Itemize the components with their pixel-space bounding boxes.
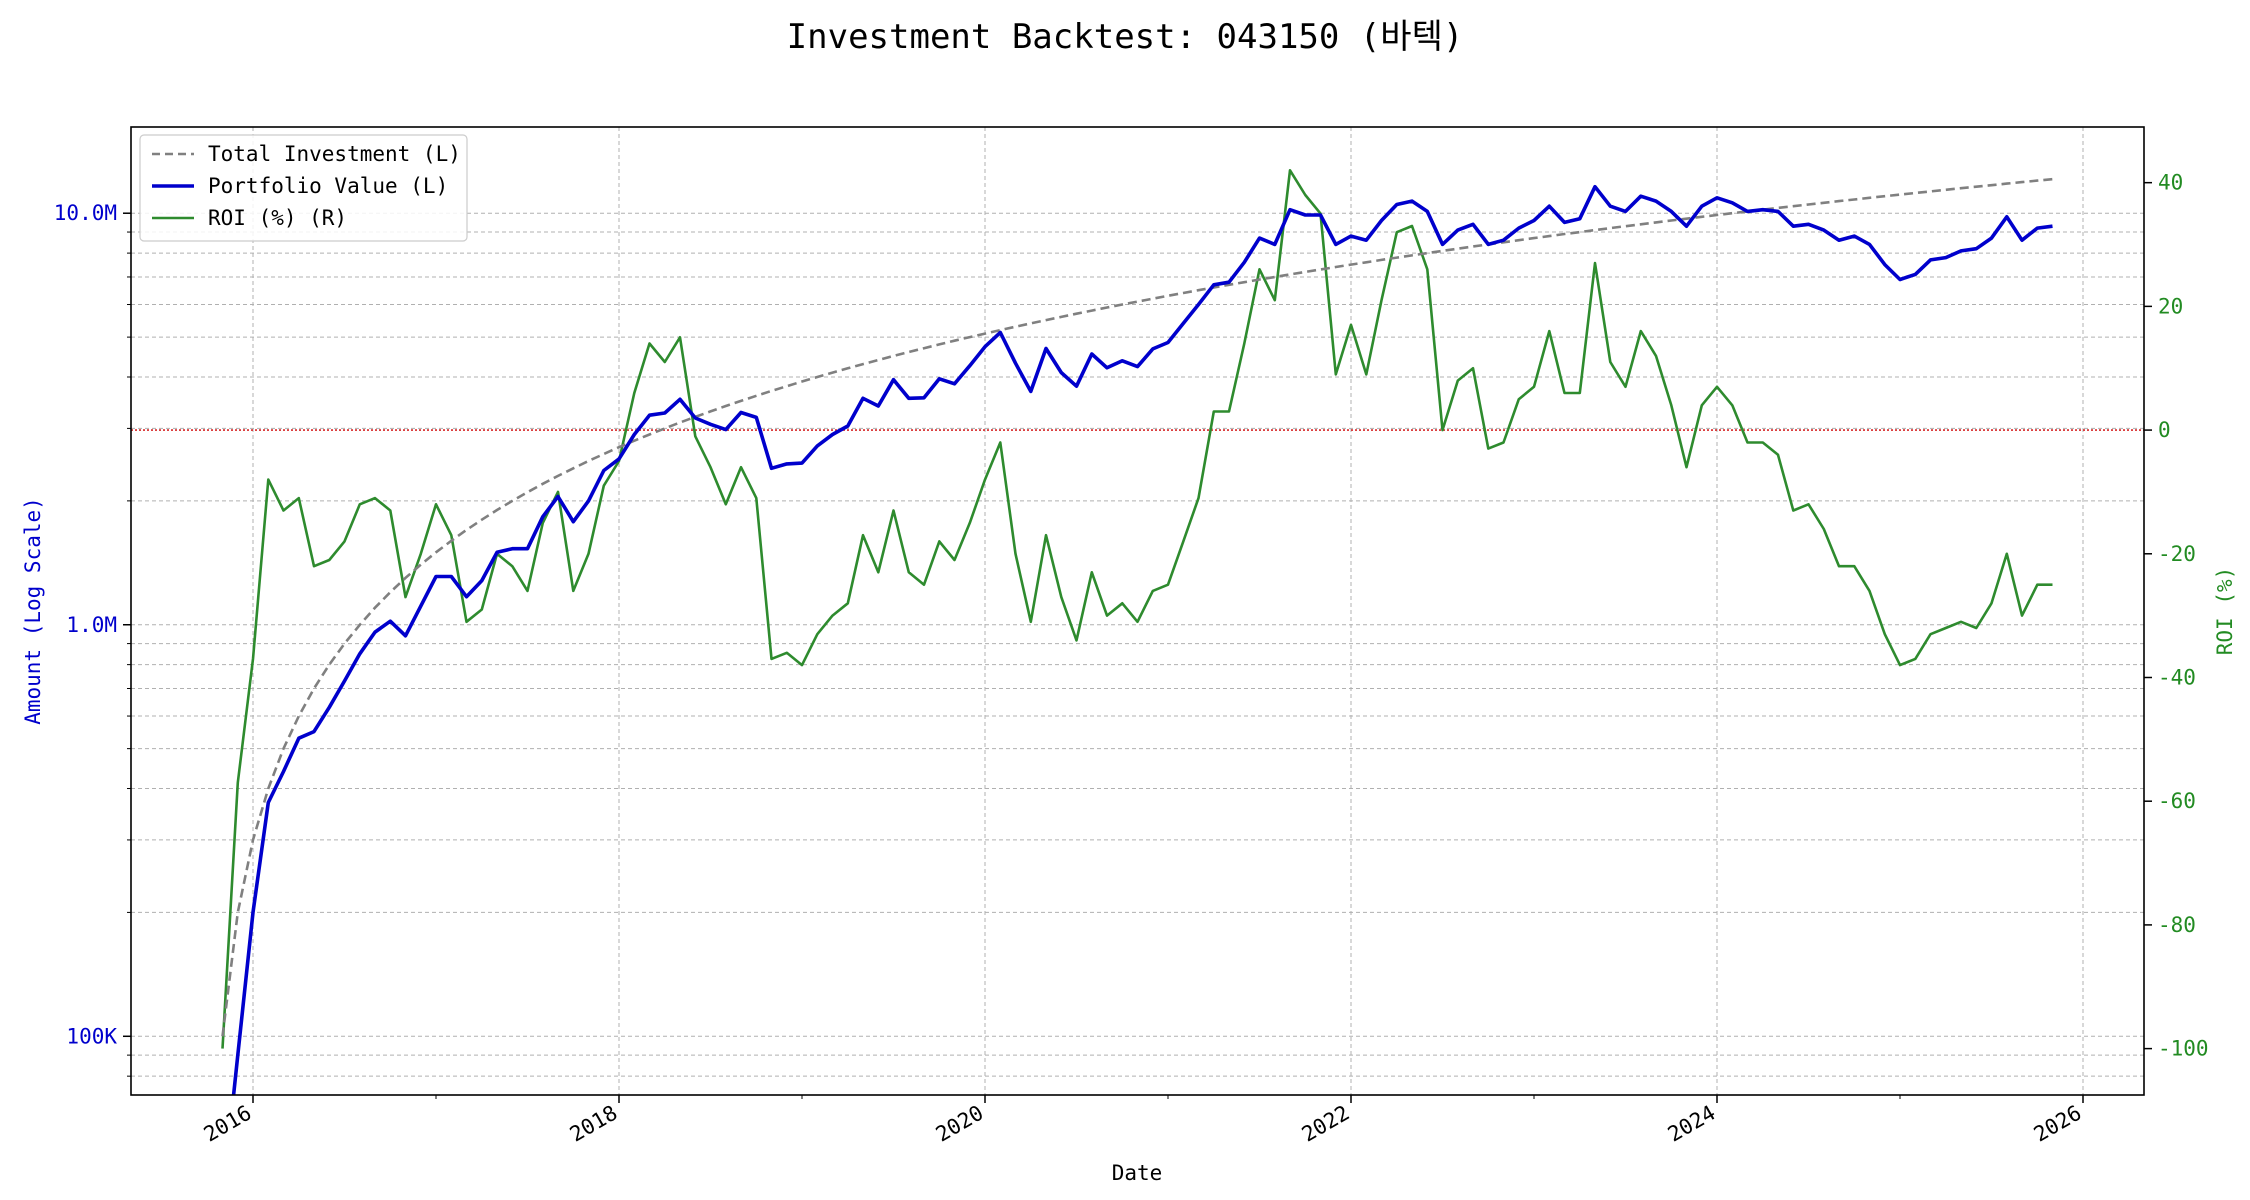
grid: [131, 127, 2144, 1095]
y-right-tick-label: 40: [2158, 171, 2183, 195]
y-right-tick-label: -100: [2158, 1037, 2209, 1061]
y-left-tick-label: 1.0M: [66, 613, 117, 637]
y-axis-left-label: Amount (Log Scale): [21, 497, 45, 725]
y-right-tick-label: -40: [2158, 665, 2196, 689]
y-right-tick-label: 0: [2158, 418, 2171, 442]
legend-portfolio-label: Portfolio Value (L): [208, 174, 448, 198]
legend-box: [139, 134, 468, 242]
y-axis-right: -100 -80 -60 -40 -20 0 20 40: [2144, 171, 2209, 1061]
plot-lines: [131, 169, 2144, 1095]
x-axis-label: Date: [1112, 1161, 1163, 1185]
y-right-tick-label: -60: [2158, 789, 2196, 813]
y-right-tick-label: -80: [2158, 913, 2196, 937]
y-axis-left: 100K 1.0M 10.0M: [54, 201, 131, 1077]
plot-frame: [130, 126, 2145, 1096]
chart-title: Investment Backtest: 043150 (바텍): [787, 17, 1464, 57]
legend: Total Investment (L) Portfolio Value (L)…: [139, 134, 468, 242]
legend-roi-label: ROI (%) (R): [208, 206, 347, 230]
y-right-tick-label: -20: [2158, 542, 2196, 566]
y-left-tick-label: 10.0M: [54, 201, 117, 225]
series-line-portfolio-value: [231, 184, 2053, 1095]
y-right-tick-label: 20: [2158, 294, 2183, 318]
y-axis-right-label: ROI (%): [2213, 567, 2237, 656]
y-left-tick-label: 100K: [66, 1024, 117, 1048]
series-line-roi: [221, 169, 2053, 1049]
legend-investment-label: Total Investment (L): [208, 142, 461, 166]
